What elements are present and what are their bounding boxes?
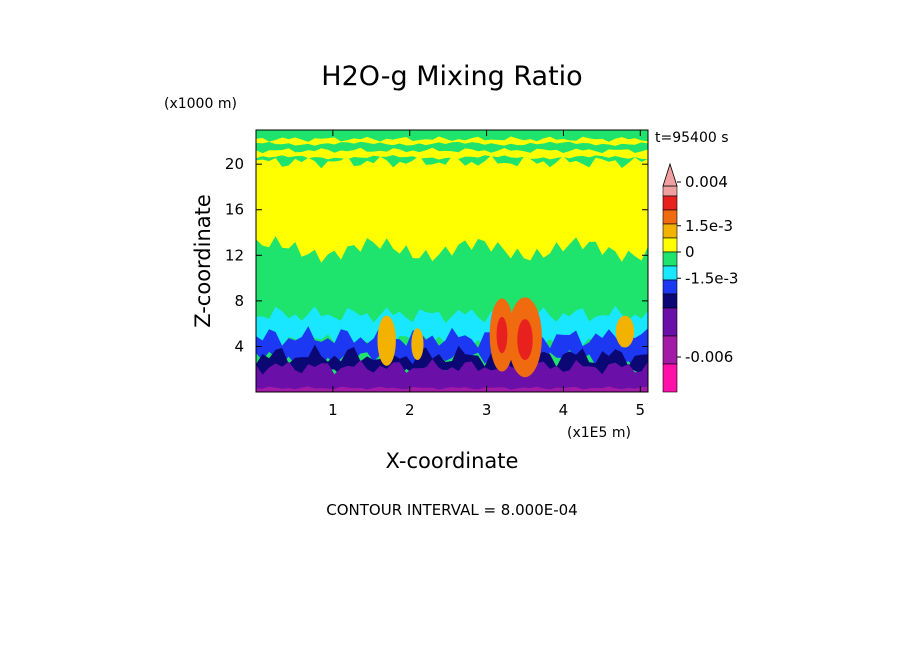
colorbar-swatch [662,251,678,267]
convective-plume-1 [377,315,396,366]
chart-title: H2O-g Mixing Ratio [321,61,582,92]
colorbar-swatch [662,185,678,197]
colorbar-label: -1.5e-3 [685,269,738,287]
region-magenta [256,386,648,392]
convective-plume-2 [411,328,424,361]
y-tick-label: 16 [225,201,244,219]
region-yellow-upper [256,155,648,263]
x-tick-label: 1 [328,401,338,419]
convective-plume-7 [615,315,635,348]
colorbar-swatch [662,335,678,365]
colorbar-swatch [662,265,678,281]
colorbar-extend-arrow [662,162,678,187]
region-purple [256,359,648,392]
colorbar-swatch [662,195,678,211]
colorbar-swatch [662,307,678,337]
plot-frame [255,129,649,393]
y-axis: 4 8 12 16 20 [225,155,648,355]
time-label: t=95400 s [655,130,729,146]
colorbar-swatch [662,209,678,225]
y-tick-label: 8 [234,292,244,310]
x-tick-label: 5 [636,401,646,419]
contour-field [256,136,648,392]
convective-plume-4 [496,316,508,354]
colorbar-label: -0.006 [685,348,733,366]
region-upper-streak-2 [256,136,648,146]
y-tick-label: 20 [225,155,244,173]
contour-interval-note: CONTOUR INTERVAL = 8.000E-04 [326,501,577,519]
plot-area [256,130,648,392]
y-tick-label: 12 [225,246,244,264]
colorbar-swatch [662,223,678,239]
y-axis-units: (x1000 m) [164,96,237,112]
region-upper-streak-1 [256,147,648,160]
x-axis: 1 2 3 4 5 [328,130,645,419]
x-axis-title: X-coordinate [386,449,519,473]
convective-plume-6 [517,319,533,361]
colorbar-label: 1.5e-3 [685,217,733,235]
colorbar: 0.004 1.5e-3 0 -1.5e-3 -0.006 [662,162,738,393]
x-tick-label: 2 [405,401,415,419]
colorbar-swatch [662,279,678,295]
colorbar-swatch [662,237,678,253]
colorbar-label: 0 [685,243,695,261]
x-tick-label: 4 [559,401,569,419]
colorbar-swatch [662,363,678,393]
colorbar-swatch [662,293,678,309]
region-cyan [256,305,648,349]
x-axis-units: (x1E5 m) [567,425,631,441]
y-tick-label: 4 [234,337,244,355]
y-axis-title: Z-coordinate [191,194,215,328]
x-tick-label: 3 [482,401,492,419]
colorbar-label: 0.004 [685,173,728,191]
